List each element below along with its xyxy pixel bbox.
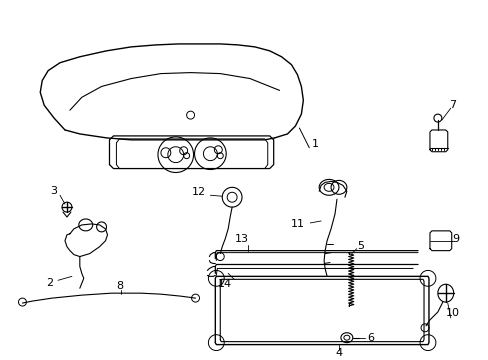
Text: 9: 9: [451, 234, 458, 244]
Text: 11: 11: [290, 219, 304, 229]
Text: 3: 3: [50, 186, 58, 196]
Text: 7: 7: [448, 100, 455, 110]
Text: 6: 6: [366, 333, 373, 343]
Text: 14: 14: [218, 279, 232, 289]
Text: 10: 10: [445, 308, 459, 318]
Text: 13: 13: [235, 234, 248, 244]
Text: 12: 12: [191, 187, 205, 197]
Text: 8: 8: [116, 281, 122, 291]
Text: 4: 4: [335, 347, 342, 357]
Text: 2: 2: [46, 278, 54, 288]
Text: 5: 5: [357, 241, 364, 251]
Text: 1: 1: [311, 139, 318, 149]
